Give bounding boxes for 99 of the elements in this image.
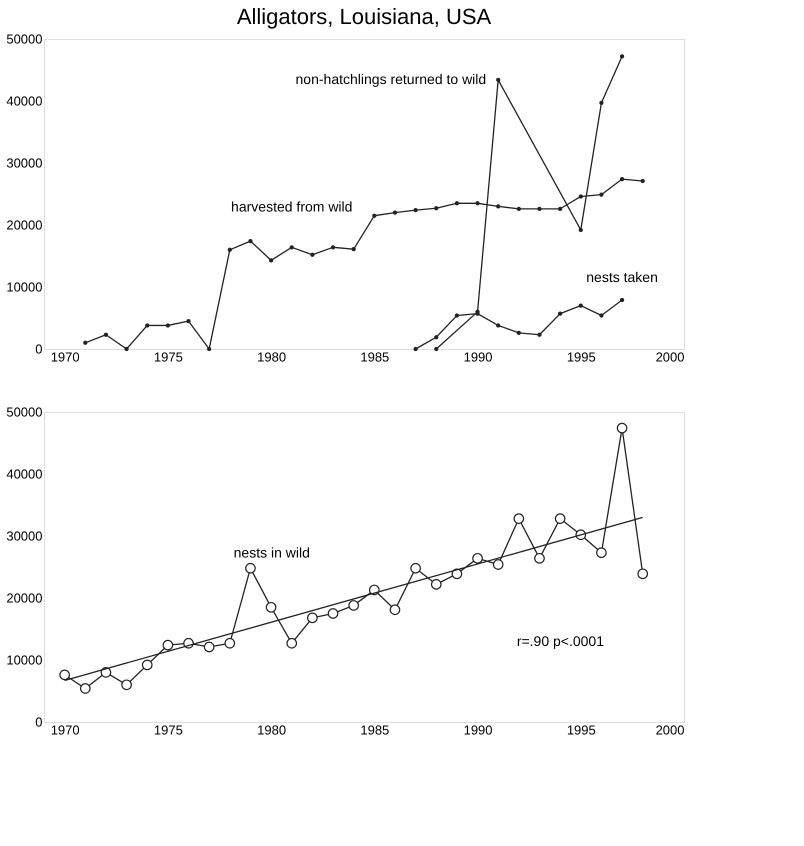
point bbox=[145, 323, 150, 328]
point bbox=[578, 194, 583, 199]
x-tick-label: 1975 bbox=[154, 350, 183, 364]
x-tick-label: 2000 bbox=[656, 350, 684, 364]
point bbox=[59, 670, 70, 680]
point bbox=[248, 239, 253, 244]
point bbox=[142, 660, 153, 670]
x-tick-label: 1990 bbox=[464, 722, 493, 738]
point bbox=[534, 552, 545, 564]
point bbox=[558, 312, 562, 316]
y-tick-label: 50000 bbox=[6, 32, 42, 46]
point bbox=[104, 332, 108, 337]
point bbox=[434, 206, 438, 210]
x-tick-label: 1975 bbox=[154, 722, 183, 738]
point bbox=[186, 318, 191, 324]
point bbox=[80, 683, 91, 694]
x-tick-label: 2000 bbox=[656, 722, 684, 738]
point bbox=[434, 335, 438, 340]
x-tick-label: 1980 bbox=[257, 350, 286, 364]
point bbox=[166, 323, 170, 328]
y-tick-label: 0 bbox=[35, 342, 42, 356]
x-tick-label: 1980 bbox=[257, 722, 286, 738]
point bbox=[307, 612, 318, 624]
y-tick-label: 10000 bbox=[6, 280, 42, 294]
point bbox=[228, 248, 232, 252]
point bbox=[268, 258, 274, 262]
point bbox=[496, 78, 500, 82]
y-tick-label: 20000 bbox=[6, 218, 42, 232]
point bbox=[290, 245, 294, 250]
point bbox=[637, 568, 648, 580]
point bbox=[578, 303, 583, 308]
point bbox=[430, 579, 442, 590]
point bbox=[599, 313, 604, 318]
point bbox=[348, 600, 360, 611]
point bbox=[330, 245, 336, 250]
point bbox=[124, 346, 129, 352]
series-label: harvested from wild bbox=[231, 198, 352, 214]
x-tick-label: 1985 bbox=[360, 722, 390, 738]
point bbox=[204, 642, 215, 652]
point bbox=[162, 640, 174, 650]
series-label: non-hatchlings returned to wild bbox=[296, 70, 486, 87]
point bbox=[496, 204, 500, 209]
y-tick-label: 0 bbox=[35, 714, 42, 730]
point bbox=[121, 679, 132, 690]
point bbox=[554, 513, 566, 524]
point bbox=[620, 298, 624, 302]
point bbox=[516, 330, 521, 335]
point bbox=[599, 192, 604, 197]
point bbox=[454, 313, 460, 318]
x-tick-label: 1970 bbox=[50, 350, 80, 364]
point bbox=[224, 638, 236, 649]
point bbox=[310, 252, 315, 257]
point bbox=[616, 422, 628, 434]
point bbox=[620, 177, 624, 182]
y-tick-label: 30000 bbox=[6, 528, 42, 544]
point bbox=[620, 54, 624, 58]
point bbox=[245, 562, 256, 574]
point bbox=[83, 340, 88, 345]
series-label: nests taken bbox=[586, 269, 658, 286]
point bbox=[266, 602, 276, 613]
point bbox=[434, 346, 438, 352]
point bbox=[413, 208, 418, 212]
point bbox=[558, 206, 562, 211]
point bbox=[492, 559, 504, 570]
chart-title: Alligators, Louisiana, USA bbox=[236, 4, 492, 29]
point bbox=[475, 201, 480, 206]
x-tick-label: 1970 bbox=[50, 722, 80, 738]
y-tick-label: 10000 bbox=[6, 652, 42, 668]
point bbox=[410, 562, 421, 574]
y-tick-label: 50000 bbox=[6, 404, 42, 420]
point bbox=[328, 608, 338, 619]
x-tick-label: 1995 bbox=[566, 350, 596, 364]
point bbox=[392, 210, 398, 215]
x-tick-label: 1995 bbox=[566, 722, 596, 738]
y-tick-label: 30000 bbox=[6, 156, 42, 170]
x-tick-label: 1985 bbox=[360, 350, 390, 364]
point bbox=[472, 552, 483, 564]
point bbox=[207, 346, 212, 352]
point bbox=[372, 214, 376, 218]
point bbox=[578, 228, 583, 232]
point bbox=[537, 332, 542, 337]
point bbox=[513, 513, 524, 524]
point bbox=[352, 247, 356, 252]
point bbox=[599, 100, 604, 105]
y-tick-label: 40000 bbox=[6, 466, 42, 482]
point bbox=[640, 178, 645, 184]
point bbox=[413, 346, 418, 352]
x-tick-label: 1990 bbox=[464, 350, 493, 364]
point bbox=[596, 547, 607, 558]
point bbox=[537, 206, 542, 211]
point bbox=[390, 604, 400, 616]
point bbox=[454, 201, 460, 206]
point bbox=[496, 323, 500, 328]
y-tick-label: 40000 bbox=[6, 94, 42, 108]
annotation: r=.90 p<.0001 bbox=[516, 633, 604, 649]
point bbox=[286, 638, 298, 649]
series-label: nests in wild bbox=[234, 544, 310, 560]
point bbox=[516, 206, 521, 211]
y-tick-label: 20000 bbox=[6, 590, 42, 606]
